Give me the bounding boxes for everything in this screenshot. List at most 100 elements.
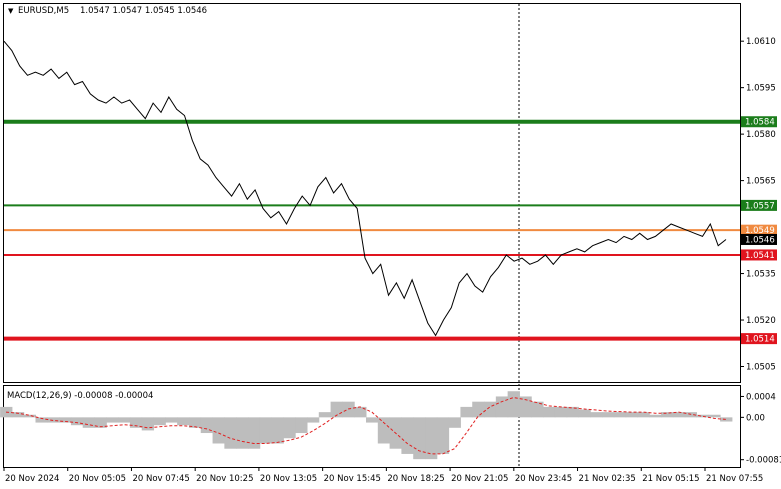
price-tick-label: 1.0595: [746, 84, 776, 94]
time-tick-label: 21 Nov 07:55: [706, 474, 763, 484]
macd-bar: [47, 417, 60, 423]
macd-bar: [602, 412, 615, 418]
time-tick-label: 20 Nov 07:45: [132, 474, 189, 484]
price-tick-label: 1.0610: [746, 37, 776, 47]
macd-bar: [590, 412, 603, 418]
level-1-0541-tag: [741, 249, 777, 261]
macd-bar: [200, 417, 214, 434]
level-1-0541-label: 1.0541: [745, 251, 775, 261]
macd-bar: [519, 396, 532, 418]
macd-bar: [94, 417, 107, 428]
price-tick-label: 1.0520: [746, 316, 776, 326]
symbol-dropdown-icon[interactable]: ▼: [8, 7, 14, 15]
macd-bar: [118, 417, 131, 423]
time-tick-label: 20 Nov 21:05: [451, 474, 508, 484]
level-1-0584-label: 1.0584: [745, 118, 775, 128]
macd-bar: [531, 401, 544, 418]
macd-bar: [295, 417, 308, 434]
macd-bar: [59, 417, 72, 423]
macd-bar: [212, 417, 225, 444]
level-1-0584-tag: [741, 116, 777, 128]
macd-bar: [720, 417, 733, 422]
macd-bar: [554, 406, 568, 418]
macd-tick-label: -0.00081: [746, 456, 781, 466]
macd-bar: [35, 417, 48, 423]
time-tick-label: 21 Nov 02:35: [579, 474, 636, 484]
macd-bar: [153, 417, 166, 426]
macd-bar: [165, 417, 178, 423]
level-1-0549-tag: [741, 224, 777, 236]
level-1-0549-label: 1.0549: [745, 226, 775, 236]
macd-bar: [354, 406, 367, 418]
macd-bar: [625, 412, 638, 418]
macd-bar: [448, 417, 461, 428]
price-line: [3, 40, 727, 337]
svg-text:1.0546: 1.0546: [745, 235, 775, 245]
time-axis: 20 Nov 2024 20 Nov 05:05 20 Nov 07:45 20 No…: [3, 467, 763, 484]
macd-bar: [578, 409, 591, 418]
macd-bar: [637, 412, 650, 418]
time-tick-label: 20 Nov 05:05: [69, 474, 126, 484]
macd-bar: [613, 412, 627, 418]
macd-bar: [507, 391, 520, 418]
macd-bar: [495, 396, 509, 418]
price-tick-label: 1.0505: [746, 363, 776, 373]
level-1-0514-tag: [741, 333, 777, 345]
time-tick-label: 20 Nov 2024: [5, 474, 59, 484]
macd-bar: [436, 417, 450, 454]
macd-tick-label: 0.0004: [746, 392, 776, 402]
time-tick-label: 20 Nov 13:05: [260, 474, 317, 484]
time-tick-label: 20 Nov 15:45: [324, 474, 381, 484]
macd-bar: [566, 406, 579, 418]
price-tick-label: 1.0565: [746, 177, 776, 187]
price-tick-label: 1.0535: [746, 270, 776, 280]
price-panel-frame: [3, 3, 741, 383]
macd-bar: [70, 417, 84, 426]
level-1-0514-label: 1.0514: [745, 335, 775, 345]
macd-bar: [425, 417, 438, 460]
macd-signal-line: [5, 396, 727, 455]
macd-bar: [306, 417, 320, 423]
macd-axis: 0.0004 0.00 -0.00081: [740, 392, 781, 466]
macd-bar: [247, 417, 261, 449]
macd-bar: [413, 417, 426, 460]
macd-bar: [82, 417, 96, 428]
level-1-0557-tag: [741, 199, 777, 211]
macd-bar: [708, 414, 721, 418]
macd-bar: [141, 417, 155, 431]
ohlc-values: 1.0547 1.0547 1.0545 1.0546: [80, 6, 207, 16]
price-axis: 1.0610 1.0595 1.0580 1.0565 1.0535 1.0520 1.05…: [740, 37, 776, 373]
macd-bar: [484, 401, 497, 418]
macd-bar: [661, 412, 674, 418]
macd-bar: [649, 414, 662, 418]
macd-histogram: [0, 391, 733, 460]
macd-bar: [177, 417, 190, 426]
macd-bar: [543, 406, 556, 418]
price-levels: 1.0584 1.0557 1.0549 1.0541 1.0514: [4, 116, 777, 345]
time-tick-label: 20 Nov 18:25: [387, 474, 444, 484]
macd-bar: [472, 401, 485, 418]
symbol-label[interactable]: EURUSD,M5: [18, 6, 69, 16]
macd-bar: [236, 417, 249, 449]
macd-label: MACD(12,26,9) -0.00008 -0.00004: [7, 391, 153, 401]
macd-bar: [224, 417, 237, 449]
price-tick-label: 1.0580: [746, 130, 776, 140]
macd-bar: [106, 417, 119, 423]
time-tick-label: 20 Nov 23:45: [515, 474, 572, 484]
macd-bar: [11, 412, 25, 418]
level-1-0557-label: 1.0557: [745, 201, 775, 211]
macd-bar: [129, 417, 143, 428]
current-price-marker: 1.0546: [741, 233, 777, 245]
macd-bar: [460, 406, 473, 418]
macd-bar: [271, 417, 284, 444]
macd-bar: [259, 417, 273, 444]
macd-panel-frame: [3, 385, 741, 468]
macd-bar: [401, 417, 414, 454]
macd-bar: [283, 417, 296, 439]
macd-bar: [188, 417, 202, 428]
macd-bar: [23, 414, 37, 418]
time-tick-label: 21 Nov 05:15: [642, 474, 699, 484]
macd-bar: [377, 417, 391, 444]
macd-bar: [318, 412, 332, 418]
